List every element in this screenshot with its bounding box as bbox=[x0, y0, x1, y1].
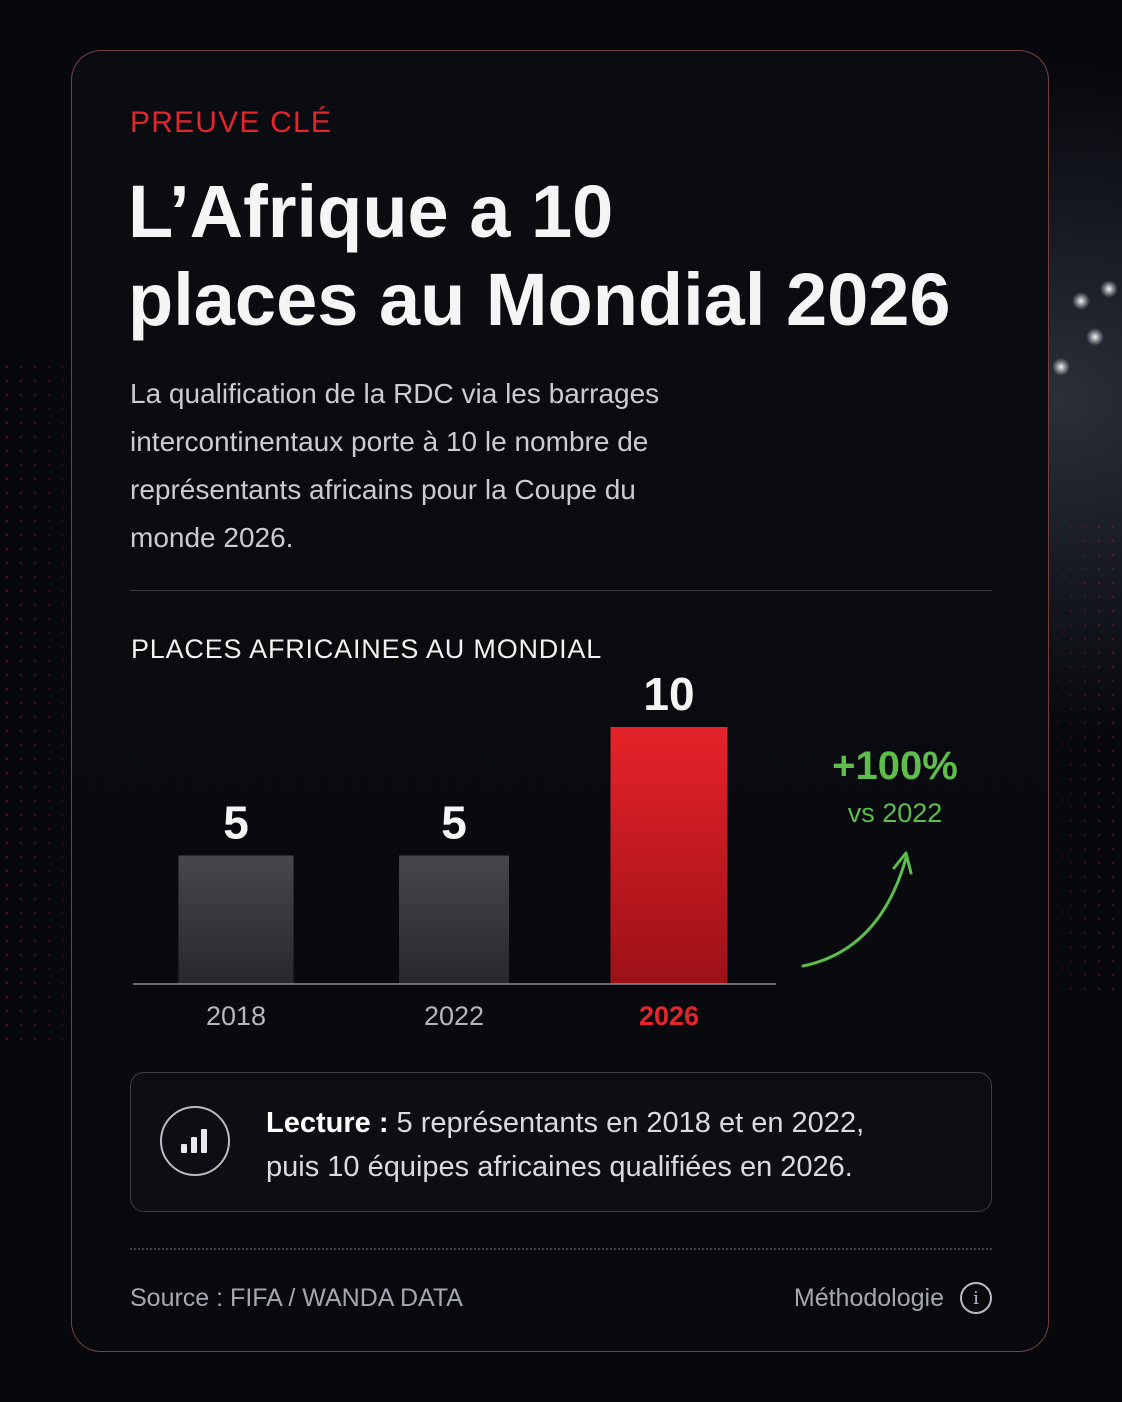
bar-2026 bbox=[610, 727, 728, 984]
bar-value-label: 5 bbox=[441, 797, 467, 849]
footer-divider bbox=[130, 1248, 992, 1250]
reading-line1-text: 5 représentants en 2018 et en 2022, bbox=[388, 1107, 865, 1139]
methodology-label[interactable]: Méthodologie bbox=[793, 1283, 944, 1312]
headline-line: places au Mondial 2026 bbox=[128, 258, 951, 341]
growth-caption: vs 2022 bbox=[847, 798, 943, 828]
headline-line: L’Afrique a 10 bbox=[128, 170, 614, 253]
stadium-lights-decoration bbox=[1052, 270, 1122, 390]
arrow-up-curve-icon bbox=[801, 856, 908, 968]
bar-chart-icon bbox=[160, 1106, 230, 1176]
methodology-link[interactable]: Méthodologie i bbox=[794, 1282, 992, 1314]
intro-paragraph: La qualification de la RDC via les barra… bbox=[130, 370, 750, 562]
reading-line: Lecture : 5 représentants en 2018 et en … bbox=[266, 1101, 966, 1145]
bar-2018 bbox=[178, 855, 294, 984]
bar-value-label: 10 bbox=[643, 668, 694, 720]
reading-text: Lecture : 5 représentants en 2018 et en … bbox=[266, 1101, 966, 1189]
intro-line: intercontinentaux porte à 10 le nombre d… bbox=[130, 426, 649, 457]
eyebrow-label: PREUVE CLÉ bbox=[130, 106, 333, 139]
x-tick-label: 2018 bbox=[206, 1001, 266, 1031]
bar-2022 bbox=[399, 855, 509, 984]
background-dot-pattern-right bbox=[1050, 520, 1122, 1000]
x-tick-label: 2022 bbox=[424, 1001, 484, 1031]
info-icon[interactable]: i bbox=[960, 1282, 992, 1314]
reading-callout: Lecture : 5 représentants en 2018 et en … bbox=[130, 1072, 992, 1212]
intro-line: représentants africains pour la Coupe du bbox=[130, 474, 636, 505]
intro-line: monde 2026. bbox=[130, 522, 294, 553]
reading-line: puis 10 équipes africaines qualifiées en… bbox=[266, 1151, 853, 1183]
section-divider bbox=[130, 590, 992, 591]
headline: L’Afrique a 10 places au Mondial 2026 bbox=[128, 168, 1008, 344]
source-text: Source : FIFA / WANDA DATA bbox=[130, 1284, 463, 1312]
x-tick-label: 2026 bbox=[639, 1001, 699, 1031]
chart-title: PLACES AFRICAINES AU MONDIAL bbox=[131, 634, 603, 664]
bar-value-label: 5 bbox=[223, 797, 249, 849]
growth-annotation: +100% vs 2022 bbox=[800, 740, 990, 834]
arrow-head bbox=[892, 851, 913, 875]
intro-line: La qualification de la RDC via les barra… bbox=[130, 378, 660, 409]
growth-value: +100% bbox=[832, 744, 958, 788]
reading-label: Lecture : bbox=[266, 1107, 389, 1139]
